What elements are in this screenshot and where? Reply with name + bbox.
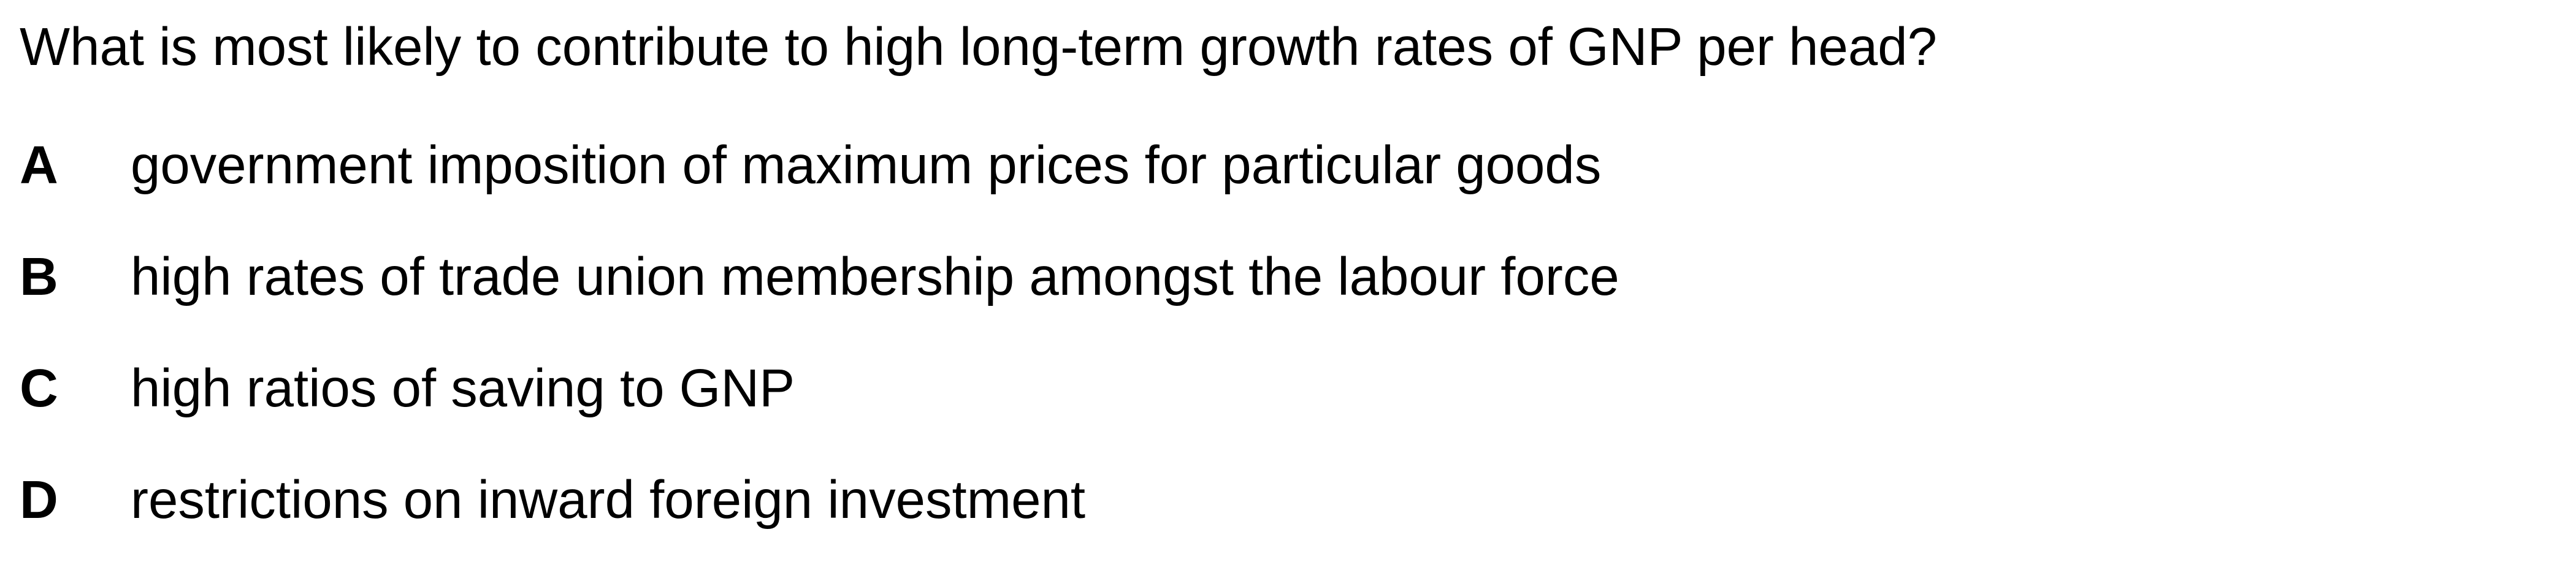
option-letter: C [20, 359, 58, 418]
question-text: What is most likely to contribute to hig… [20, 17, 1938, 77]
answer-options-list: A government imposition of maximum price… [20, 132, 1619, 578]
answer-option-d: D restrictions on inward foreign investm… [20, 466, 1619, 578]
answer-option-c: C high ratios of saving to GNP [20, 355, 1619, 466]
option-letter: D [20, 470, 58, 530]
option-text: restrictions on inward foreign investmen… [131, 470, 1086, 530]
answer-option-b: B high rates of trade union membership a… [20, 243, 1619, 355]
answer-option-a: A government imposition of maximum price… [20, 132, 1619, 243]
option-letter: A [20, 135, 58, 195]
option-text: government imposition of maximum prices … [131, 135, 1602, 195]
option-text: high rates of trade union membership amo… [131, 247, 1619, 306]
option-text: high ratios of saving to GNP [131, 359, 795, 418]
option-letter: B [20, 247, 58, 306]
